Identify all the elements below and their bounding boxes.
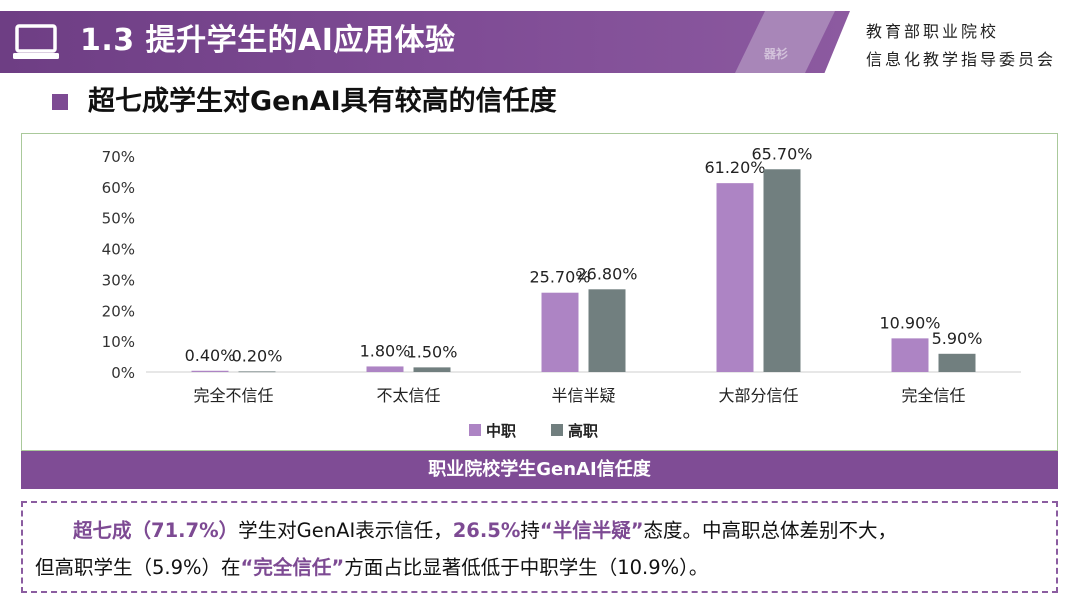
data-label: 26.80% xyxy=(576,264,637,283)
org-line-1: 教育部职业院校 xyxy=(866,22,1000,41)
bar-中职 xyxy=(541,292,579,372)
bar-中职 xyxy=(366,366,404,372)
bar-高职 xyxy=(763,169,801,372)
y-tick-label: 60% xyxy=(102,179,135,197)
legend-label: 高职 xyxy=(568,422,598,440)
data-label: 65.70% xyxy=(751,144,812,163)
summary-text-5: 方面占比显著低低于中职学生（10.9%）。 xyxy=(344,556,709,579)
data-label: 0.20% xyxy=(232,346,283,365)
bar-高职 xyxy=(938,353,976,372)
x-tick-label: 完全信任 xyxy=(901,386,965,405)
bar-高职 xyxy=(413,367,451,372)
x-tick-label: 半信半疑 xyxy=(551,386,615,405)
summary-line-2: 但高职学生（5.9%）在“完全信任”方面占比显著低低于中职学生（10.9%）。 xyxy=(35,549,1044,586)
y-tick-label: 70% xyxy=(102,148,135,166)
data-label: 1.80% xyxy=(360,341,411,360)
y-tick-label: 0% xyxy=(111,364,135,382)
summary-highlight-4: “完全信任” xyxy=(240,556,345,579)
bar-高职 xyxy=(588,289,626,372)
data-label: 0.40% xyxy=(185,346,236,365)
org-line-2: 信息化教学指导委员会 xyxy=(866,50,1057,69)
summary-highlight-1: 超七成（71.7%） xyxy=(73,519,239,542)
data-label: 5.90% xyxy=(932,329,983,348)
y-tick-label: 20% xyxy=(102,302,135,320)
x-tick-label: 不太信任 xyxy=(376,386,440,405)
bar-中职 xyxy=(191,370,229,372)
bar-高职 xyxy=(238,371,276,373)
watermark-text: 器衫 xyxy=(764,47,789,61)
y-tick-label: 50% xyxy=(102,210,135,228)
section-subtitle: 超七成学生对GenAI具有较高的信任度 xyxy=(88,86,557,117)
legend-swatch-中职 xyxy=(469,424,481,436)
y-tick-label: 40% xyxy=(102,241,135,259)
bar-中职 xyxy=(716,183,754,372)
legend-label: 中职 xyxy=(486,422,516,440)
data-label: 1.50% xyxy=(407,342,458,361)
subtitle-bullet xyxy=(52,94,68,110)
data-label: 25.70% xyxy=(529,268,590,287)
bar-中职 xyxy=(891,338,929,372)
y-tick-label: 10% xyxy=(102,333,135,351)
x-tick-label: 大部分信任 xyxy=(718,386,798,405)
summary-text-2: 持 xyxy=(520,519,540,542)
page-title: 1.3 提升学生的AI应用体验 xyxy=(80,23,456,58)
x-tick-label: 完全不信任 xyxy=(193,386,273,405)
summary-highlight-3: “半信半疑” xyxy=(539,519,644,542)
summary-text-4: 但高职学生（5.9%）在 xyxy=(35,556,241,579)
data-label: 10.90% xyxy=(879,313,940,332)
trust-bar-chart: 0% 10% 20% 30% 40% 50% 60% 70% 0.40%0.20% 完全不信任 1.… xyxy=(102,144,1021,440)
summary-text-3: 态度。中高职总体差别不大， xyxy=(643,519,898,542)
y-tick-label: 30% xyxy=(102,271,135,289)
summary-line-1: 超七成（71.7%）学生对GenAI表示信任，26.5%持“半信半疑”态度。中高… xyxy=(35,512,1044,549)
summary-box: 超七成（71.7%）学生对GenAI表示信任，26.5%持“半信半疑”态度。中高… xyxy=(21,501,1058,593)
chart-caption: 职业院校学生GenAI信任度 xyxy=(21,451,1058,489)
header-band xyxy=(0,11,850,73)
organization-name: 教育部职业院校 信息化教学指导委员会 xyxy=(866,18,1071,74)
legend-swatch-高职 xyxy=(551,424,563,436)
chart-frame xyxy=(21,133,1058,451)
summary-text-1: 学生对GenAI表示信任， xyxy=(238,519,453,542)
laptop-icon xyxy=(13,24,59,59)
data-label: 61.20% xyxy=(704,158,765,177)
summary-highlight-2: 26.5% xyxy=(452,519,521,542)
